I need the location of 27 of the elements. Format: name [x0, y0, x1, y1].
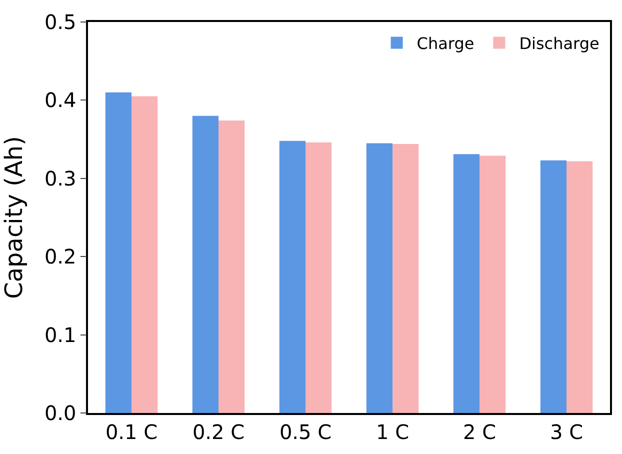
y-tick-label: 0.2 [44, 244, 76, 269]
bar [132, 96, 158, 413]
bar [192, 116, 218, 413]
bar [453, 154, 480, 413]
x-tick-label: 0.1 C [105, 420, 158, 444]
x-tick-label: 2 C [462, 420, 496, 444]
x-tick-label: 0.5 C [279, 420, 332, 444]
bar [480, 156, 506, 413]
y-tick-label: 0.5 [44, 10, 76, 34]
bar [105, 92, 132, 413]
bar [279, 140, 306, 413]
bar [306, 142, 332, 413]
y-tick-label: 0.3 [44, 166, 76, 190]
y-tick-label: 0.1 [44, 322, 76, 347]
x-tick-label: 1 C [376, 420, 410, 444]
legend-label: Charge [416, 34, 474, 54]
y-axis-title: Capacity (Ah) [0, 136, 28, 299]
bar [540, 160, 566, 413]
x-tick-label: 3 C [550, 420, 584, 444]
bar [218, 120, 245, 413]
bar [392, 144, 419, 413]
y-tick-label: 0.0 [44, 401, 76, 425]
bar [366, 143, 392, 413]
legend-label: Discharge [519, 34, 600, 54]
y-tick-label: 0.4 [44, 88, 76, 112]
bar [566, 161, 593, 413]
x-tick-label: 0.2 C [192, 420, 245, 444]
